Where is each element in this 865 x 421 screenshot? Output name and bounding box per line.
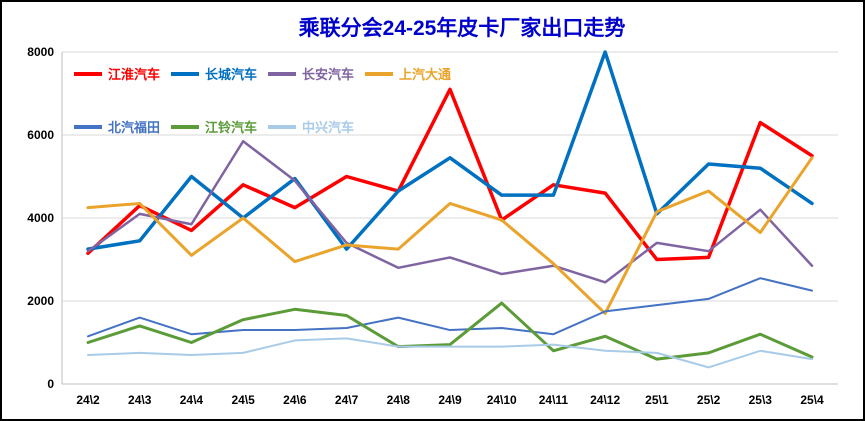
x-axis-label: 25\1 — [645, 393, 669, 407]
x-axis-label: 24\6 — [283, 393, 307, 407]
series-line-4 — [87, 277, 813, 338]
legend-item: 中兴汽车 — [268, 120, 354, 135]
legend-label: 北汽福田 — [108, 120, 160, 135]
y-axis-label: 2000 — [27, 294, 54, 308]
chart-title: 乘联分会24-25年皮卡厂家出口走势 — [298, 16, 626, 40]
series-lines — [86, 50, 814, 369]
series-line-6 — [87, 337, 813, 369]
x-axis-label: 25\3 — [749, 393, 773, 407]
legend-label: 长城汽车 — [205, 67, 257, 82]
x-axis-label: 24\5 — [231, 393, 255, 407]
legend-item: 上汽大通 — [365, 67, 451, 82]
x-axis-label: 24\8 — [387, 393, 411, 407]
series-line-2 — [86, 139, 814, 284]
legend-item: 长城汽车 — [171, 67, 257, 82]
legend-item: 江铃汽车 — [171, 120, 257, 135]
series-line-1 — [86, 50, 814, 251]
x-axis-label: 25\4 — [800, 393, 824, 407]
x-axis-label: 24\12 — [590, 393, 620, 407]
x-axis-label: 24\4 — [180, 393, 204, 407]
legend-item: 长安汽车 — [268, 67, 354, 82]
series-line-5 — [86, 301, 814, 361]
y-axis-label: 4000 — [27, 211, 54, 225]
x-axis-label: 24\9 — [438, 393, 462, 407]
x-axis-label: 24\10 — [487, 393, 517, 407]
y-axis-label: 6000 — [27, 128, 54, 142]
legend-label: 中兴汽车 — [302, 120, 354, 135]
legend-label: 长安汽车 — [302, 67, 354, 82]
legend-label: 上汽大通 — [399, 67, 451, 82]
gridlines: 0 2000 4000 6000 8000 — [27, 45, 838, 391]
y-axis-label: 8000 — [27, 45, 54, 59]
x-axis-label: 24\7 — [335, 393, 359, 407]
x-axis-label: 24\3 — [128, 393, 152, 407]
x-axis-label: 25\2 — [697, 393, 721, 407]
series-line-3 — [86, 156, 814, 315]
legend-label: 江铃汽车 — [205, 120, 257, 135]
legend-label: 江淮汽车 — [108, 67, 160, 82]
x-axis-label: 24\11 — [539, 393, 569, 407]
x-axis-label: 24\2 — [76, 393, 100, 407]
legend-item: 北汽福田 — [74, 120, 160, 135]
legend-item: 江淮汽车 — [74, 67, 160, 82]
series-line-0 — [86, 87, 814, 262]
axes: 24\2 24\3 24\4 24\5 24\6 24\7 24\8 24\9 24\10 24\… — [61, 52, 838, 407]
y-axis-label: 0 — [47, 377, 54, 391]
